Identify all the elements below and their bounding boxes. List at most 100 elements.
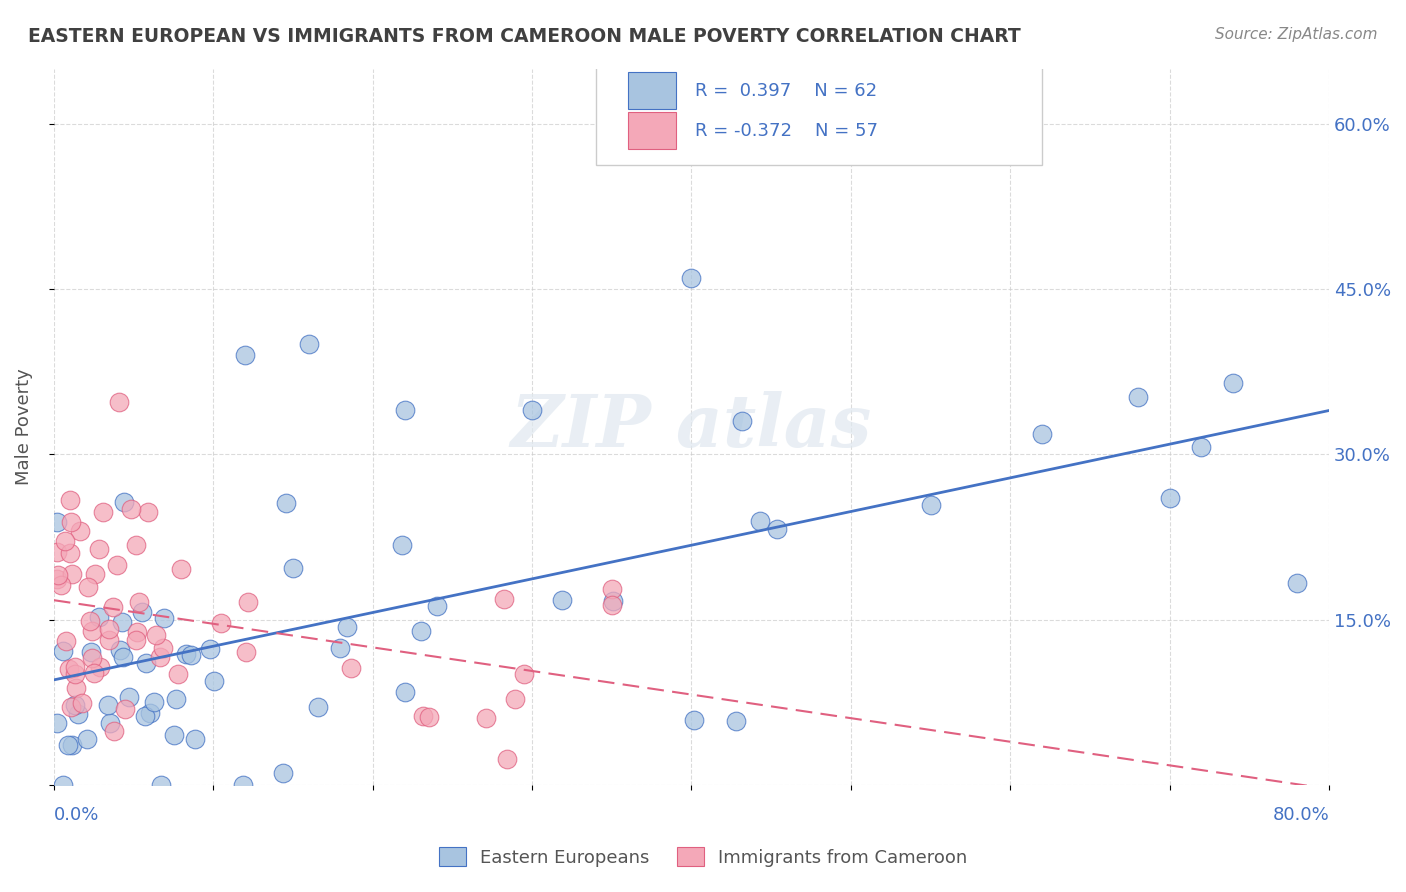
Point [112, 495, 135, 509]
Point [730, 414, 752, 428]
Point [520, 403, 543, 417]
Text: R = -0.372    N = 57: R = -0.372 N = 57 [695, 122, 879, 140]
Point [235, 645, 257, 659]
Point [46, 567, 69, 582]
Point [111, 615, 134, 629]
Point [274, 496, 297, 510]
Point [125, 633, 148, 648]
Point [87, 610, 110, 624]
Point [53, 534, 76, 549]
Point [474, 711, 496, 725]
Point [69, 524, 91, 538]
Text: R =  0.397    N = 62: R = 0.397 N = 62 [695, 82, 877, 100]
Point [111, 649, 134, 664]
Point [52, 644, 75, 658]
Point [101, 600, 124, 615]
Point [58, 662, 80, 676]
Point [55, 634, 77, 648]
Point [329, 641, 352, 656]
Point [98, 633, 121, 648]
Point [170, 562, 193, 576]
Point [60, 515, 83, 529]
Point [426, 599, 449, 613]
Text: 80.0%: 80.0% [1272, 806, 1329, 824]
Point [748, 514, 770, 528]
Text: EASTERN EUROPEAN VS IMMIGRANTS FROM CAMEROON MALE POVERTY CORRELATION CHART: EASTERN EUROPEAN VS IMMIGRANTS FROM CAME… [28, 27, 1021, 45]
Point [232, 778, 254, 792]
Point [512, 666, 534, 681]
Point [174, 648, 197, 662]
Bar [627, 72, 676, 110]
Point [166, 667, 188, 681]
Point [125, 539, 148, 553]
Bar [627, 112, 676, 150]
Point [394, 684, 416, 698]
Point [89, 541, 111, 556]
Point [394, 403, 416, 417]
Point [80, 651, 103, 665]
Point [103, 724, 125, 739]
Point [1286, 576, 1309, 591]
Point [46, 572, 69, 586]
Point [98, 716, 121, 731]
Point [600, 582, 623, 596]
Point [83, 666, 105, 681]
Point [1191, 440, 1213, 454]
Text: 0.0%: 0.0% [53, 806, 100, 824]
Point [152, 640, 174, 655]
Point [76, 732, 98, 747]
Point [551, 593, 574, 607]
Point [70, 696, 93, 710]
Point [209, 615, 232, 630]
Point [67, 706, 90, 721]
Point [1159, 491, 1181, 505]
Point [46, 545, 69, 559]
Point [1031, 427, 1053, 442]
Point [65, 660, 87, 674]
Text: Source: ZipAtlas.com: Source: ZipAtlas.com [1215, 27, 1378, 42]
Point [600, 599, 623, 613]
Point [412, 709, 434, 723]
Point [766, 522, 789, 536]
Text: ZIP atlas: ZIP atlas [510, 392, 872, 462]
Point [163, 728, 186, 742]
Point [418, 709, 440, 723]
Point [681, 271, 703, 285]
Point [60, 739, 83, 753]
Point [59, 492, 82, 507]
Point [336, 620, 359, 634]
Point [683, 713, 706, 727]
Point [79, 614, 101, 628]
Point [83, 567, 105, 582]
Point [602, 594, 624, 608]
Point [97, 698, 120, 712]
Point [60, 567, 83, 582]
Point [298, 337, 321, 351]
Point [496, 752, 519, 766]
Point [145, 628, 167, 642]
Point [149, 649, 172, 664]
Point [271, 766, 294, 780]
Point [77, 580, 100, 594]
Point [1126, 390, 1149, 404]
Point [52, 778, 75, 792]
Point [391, 538, 413, 552]
Point [409, 624, 432, 639]
Point [108, 395, 131, 409]
Y-axis label: Male Poverty: Male Poverty [15, 368, 32, 485]
Point [89, 659, 111, 673]
Point [136, 505, 159, 519]
Point [131, 605, 153, 619]
Point [46, 716, 69, 731]
Point [153, 611, 176, 625]
Point [135, 656, 157, 670]
Point [63, 698, 86, 712]
Point [59, 700, 82, 714]
Point [238, 595, 260, 609]
FancyBboxPatch shape [596, 54, 1042, 165]
Point [503, 692, 526, 706]
Point [724, 714, 747, 729]
Point [91, 505, 114, 519]
Point [165, 691, 187, 706]
Point [97, 622, 120, 636]
